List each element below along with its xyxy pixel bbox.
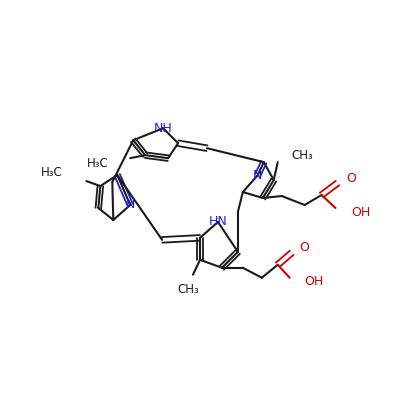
Text: H₃C: H₃C	[41, 166, 62, 178]
Text: NH: NH	[154, 122, 172, 135]
Text: N: N	[253, 168, 262, 182]
Text: OH: OH	[305, 275, 324, 288]
Text: OH: OH	[352, 206, 371, 220]
Text: O: O	[300, 241, 310, 254]
Text: N: N	[126, 198, 135, 212]
Text: CH₃: CH₃	[292, 149, 314, 162]
Text: H₃C: H₃C	[86, 157, 108, 170]
Text: O: O	[346, 172, 356, 184]
Text: CH₃: CH₃	[177, 283, 199, 296]
Text: HN: HN	[208, 216, 227, 228]
